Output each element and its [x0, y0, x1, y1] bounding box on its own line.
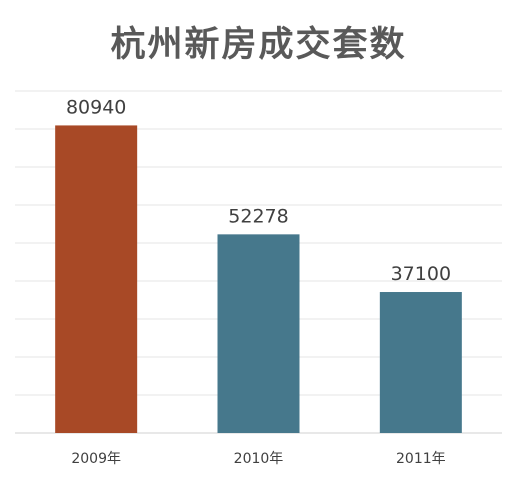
chart-title: 杭州新房成交套数 [110, 25, 407, 65]
x-tick-label-3: 2011年 [396, 451, 446, 467]
data-label-2: 52278 [228, 205, 288, 227]
bar-3 [379, 292, 462, 433]
bar-1 [55, 125, 138, 433]
x-tick-label-1: 2009年 [71, 451, 121, 467]
data-labels: 80940 52278 37100 [66, 96, 451, 285]
bars [55, 125, 462, 433]
data-label-1: 80940 [66, 96, 126, 118]
data-label-3: 37100 [391, 263, 451, 285]
bar-2 [217, 234, 300, 433]
x-tick-labels: 2009年 2010年 2011年 [71, 451, 445, 467]
x-tick-label-2: 2010年 [234, 451, 284, 467]
